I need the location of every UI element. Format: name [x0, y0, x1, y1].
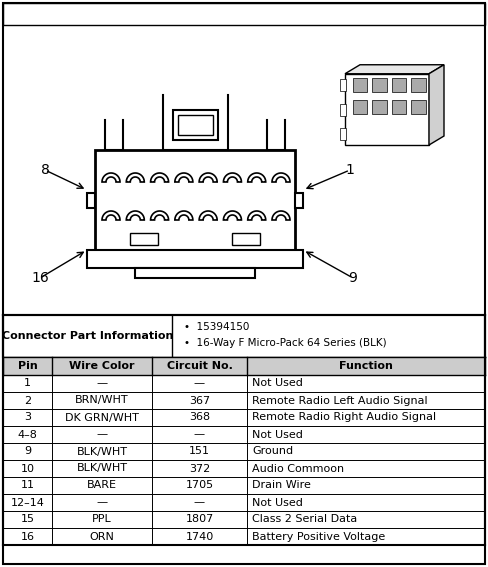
Text: 367: 367 — [189, 396, 210, 405]
Text: 1740: 1740 — [185, 531, 214, 541]
Bar — [340, 79, 346, 91]
Bar — [353, 100, 367, 114]
Text: 8: 8 — [41, 163, 49, 177]
Text: Remote Radio Right Audio Signal: Remote Radio Right Audio Signal — [252, 413, 436, 422]
Text: 4–8: 4–8 — [18, 429, 38, 439]
Polygon shape — [199, 173, 217, 182]
Text: DK GRN/WHT: DK GRN/WHT — [65, 413, 139, 422]
Text: —: — — [194, 429, 205, 439]
Bar — [372, 100, 386, 114]
Text: 12–14: 12–14 — [11, 497, 44, 507]
Text: —: — — [97, 379, 107, 388]
Text: 15: 15 — [20, 514, 35, 524]
Text: —: — — [194, 379, 205, 388]
Bar — [411, 78, 426, 92]
Bar — [392, 78, 406, 92]
Bar — [130, 233, 158, 245]
Polygon shape — [175, 173, 193, 182]
Text: BARE: BARE — [87, 480, 117, 490]
Text: Circuit No.: Circuit No. — [166, 361, 232, 371]
Polygon shape — [151, 173, 168, 182]
Bar — [178, 115, 212, 135]
Bar — [340, 104, 346, 116]
Polygon shape — [272, 173, 290, 182]
Text: Not Used: Not Used — [252, 429, 303, 439]
Polygon shape — [345, 65, 444, 74]
Polygon shape — [272, 211, 290, 220]
Polygon shape — [224, 173, 242, 182]
Bar — [340, 128, 346, 140]
Bar — [87, 193, 95, 208]
Text: PPL: PPL — [92, 514, 112, 524]
Text: Wire Color: Wire Color — [69, 361, 135, 371]
Polygon shape — [248, 173, 265, 182]
Text: 16: 16 — [31, 271, 49, 285]
Text: BRN/WHT: BRN/WHT — [75, 396, 129, 405]
Text: Remote Radio Left Audio Signal: Remote Radio Left Audio Signal — [252, 396, 427, 405]
Text: Audio Commoon: Audio Commoon — [252, 463, 344, 473]
Text: 3: 3 — [24, 413, 31, 422]
Bar — [345, 74, 429, 145]
Bar — [295, 193, 303, 208]
Text: Battery Positive Voltage: Battery Positive Voltage — [252, 531, 385, 541]
Text: 1705: 1705 — [185, 480, 214, 490]
Bar — [372, 78, 386, 92]
Bar — [135, 268, 255, 278]
Polygon shape — [102, 211, 120, 220]
Text: Not Used: Not Used — [252, 379, 303, 388]
Text: ORN: ORN — [90, 531, 115, 541]
Bar — [95, 150, 295, 250]
Text: 9: 9 — [348, 271, 357, 285]
Polygon shape — [248, 211, 265, 220]
Bar — [411, 100, 426, 114]
Text: Ground: Ground — [252, 446, 293, 456]
Text: Function: Function — [339, 361, 393, 371]
Text: 1807: 1807 — [185, 514, 214, 524]
Text: Not Used: Not Used — [252, 497, 303, 507]
Text: •  15394150: • 15394150 — [184, 322, 249, 332]
Text: Pin: Pin — [18, 361, 38, 371]
Text: 16: 16 — [20, 531, 35, 541]
Polygon shape — [126, 173, 144, 182]
Text: —: — — [97, 497, 107, 507]
Text: 372: 372 — [189, 463, 210, 473]
Polygon shape — [199, 211, 217, 220]
Text: 10: 10 — [20, 463, 35, 473]
Bar — [3, 3, 485, 25]
Polygon shape — [224, 211, 242, 220]
Text: 151: 151 — [189, 446, 210, 456]
Polygon shape — [175, 211, 193, 220]
Text: •  16-Way F Micro-Pack 64 Series (BLK): • 16-Way F Micro-Pack 64 Series (BLK) — [184, 338, 386, 348]
Polygon shape — [102, 173, 120, 182]
Polygon shape — [429, 65, 444, 145]
Text: 11: 11 — [20, 480, 35, 490]
Text: Connector Part Information: Connector Part Information — [2, 331, 173, 341]
Text: Digital Radio Receiver (U2K): Digital Radio Receiver (U2K) — [161, 7, 327, 20]
Text: 368: 368 — [189, 413, 210, 422]
Text: 2: 2 — [24, 396, 31, 405]
Bar — [232, 233, 260, 245]
Bar — [172, 110, 218, 140]
Text: BLK/WHT: BLK/WHT — [77, 463, 127, 473]
Bar — [392, 100, 406, 114]
Bar — [3, 357, 485, 375]
Text: —: — — [194, 497, 205, 507]
Text: 9: 9 — [24, 446, 31, 456]
Bar — [353, 78, 367, 92]
Text: 1: 1 — [24, 379, 31, 388]
Text: BLK/WHT: BLK/WHT — [77, 446, 127, 456]
Text: 1: 1 — [346, 163, 354, 177]
Polygon shape — [151, 211, 168, 220]
Text: Class 2 Serial Data: Class 2 Serial Data — [252, 514, 357, 524]
Text: —: — — [97, 429, 107, 439]
Text: Drain Wire: Drain Wire — [252, 480, 311, 490]
Polygon shape — [126, 211, 144, 220]
Bar — [87, 250, 303, 268]
